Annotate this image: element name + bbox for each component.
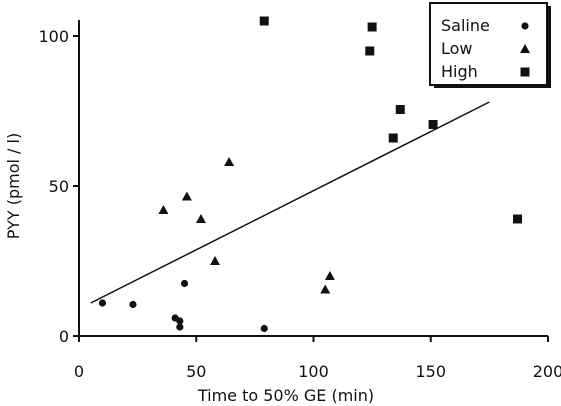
legend-label-saline: Saline xyxy=(441,16,490,35)
x-tick-label-200: 200 xyxy=(533,362,561,381)
legend-marker-low xyxy=(520,44,530,53)
legend-marker-saline xyxy=(521,22,529,30)
saline-point-4 xyxy=(176,323,184,331)
y-tick-label-50: 50 xyxy=(49,177,69,196)
high-point-1 xyxy=(365,46,375,56)
x-axis-title: Time to 50% GE (min) xyxy=(197,386,374,405)
high-point-0 xyxy=(259,16,269,26)
y-tick-label-0: 0 xyxy=(59,327,69,346)
x-tick-label-50: 50 xyxy=(186,362,206,381)
high-point-5 xyxy=(428,120,438,129)
data-points xyxy=(98,16,523,333)
low-point-4 xyxy=(224,157,235,166)
saline-point-0 xyxy=(98,299,107,307)
high-point-6 xyxy=(513,214,523,224)
legend-marker-high xyxy=(520,67,530,77)
high-point-2 xyxy=(367,22,377,32)
low-point-0 xyxy=(158,205,169,214)
low-point-6 xyxy=(324,271,335,280)
low-point-2 xyxy=(195,214,206,223)
legend-label-low: Low xyxy=(441,39,473,58)
saline-point-3 xyxy=(176,317,184,325)
legend-label-high: High xyxy=(441,62,478,81)
y-axis-title: PYY (pmol / l) xyxy=(4,133,23,239)
x-tick-label-0: 0 xyxy=(74,362,84,381)
x-tick-label-100: 100 xyxy=(298,362,329,381)
y-tick-label-100: 100 xyxy=(38,27,69,46)
saline-point-6 xyxy=(260,324,268,333)
low-point-3 xyxy=(210,256,221,265)
legend: Saline Low High xyxy=(429,2,551,88)
high-point-4 xyxy=(395,105,405,114)
saline-point-1 xyxy=(129,300,137,309)
low-point-5 xyxy=(320,284,331,294)
high-point-3 xyxy=(388,133,398,143)
regression-line xyxy=(90,101,490,304)
axis-ticks: 0 50 100 150 200 0 50 100 xyxy=(38,27,561,381)
legend-markers xyxy=(520,22,530,77)
low-point-1 xyxy=(181,191,192,201)
x-tick-label-150: 150 xyxy=(415,362,446,381)
saline-point-5 xyxy=(180,279,189,288)
